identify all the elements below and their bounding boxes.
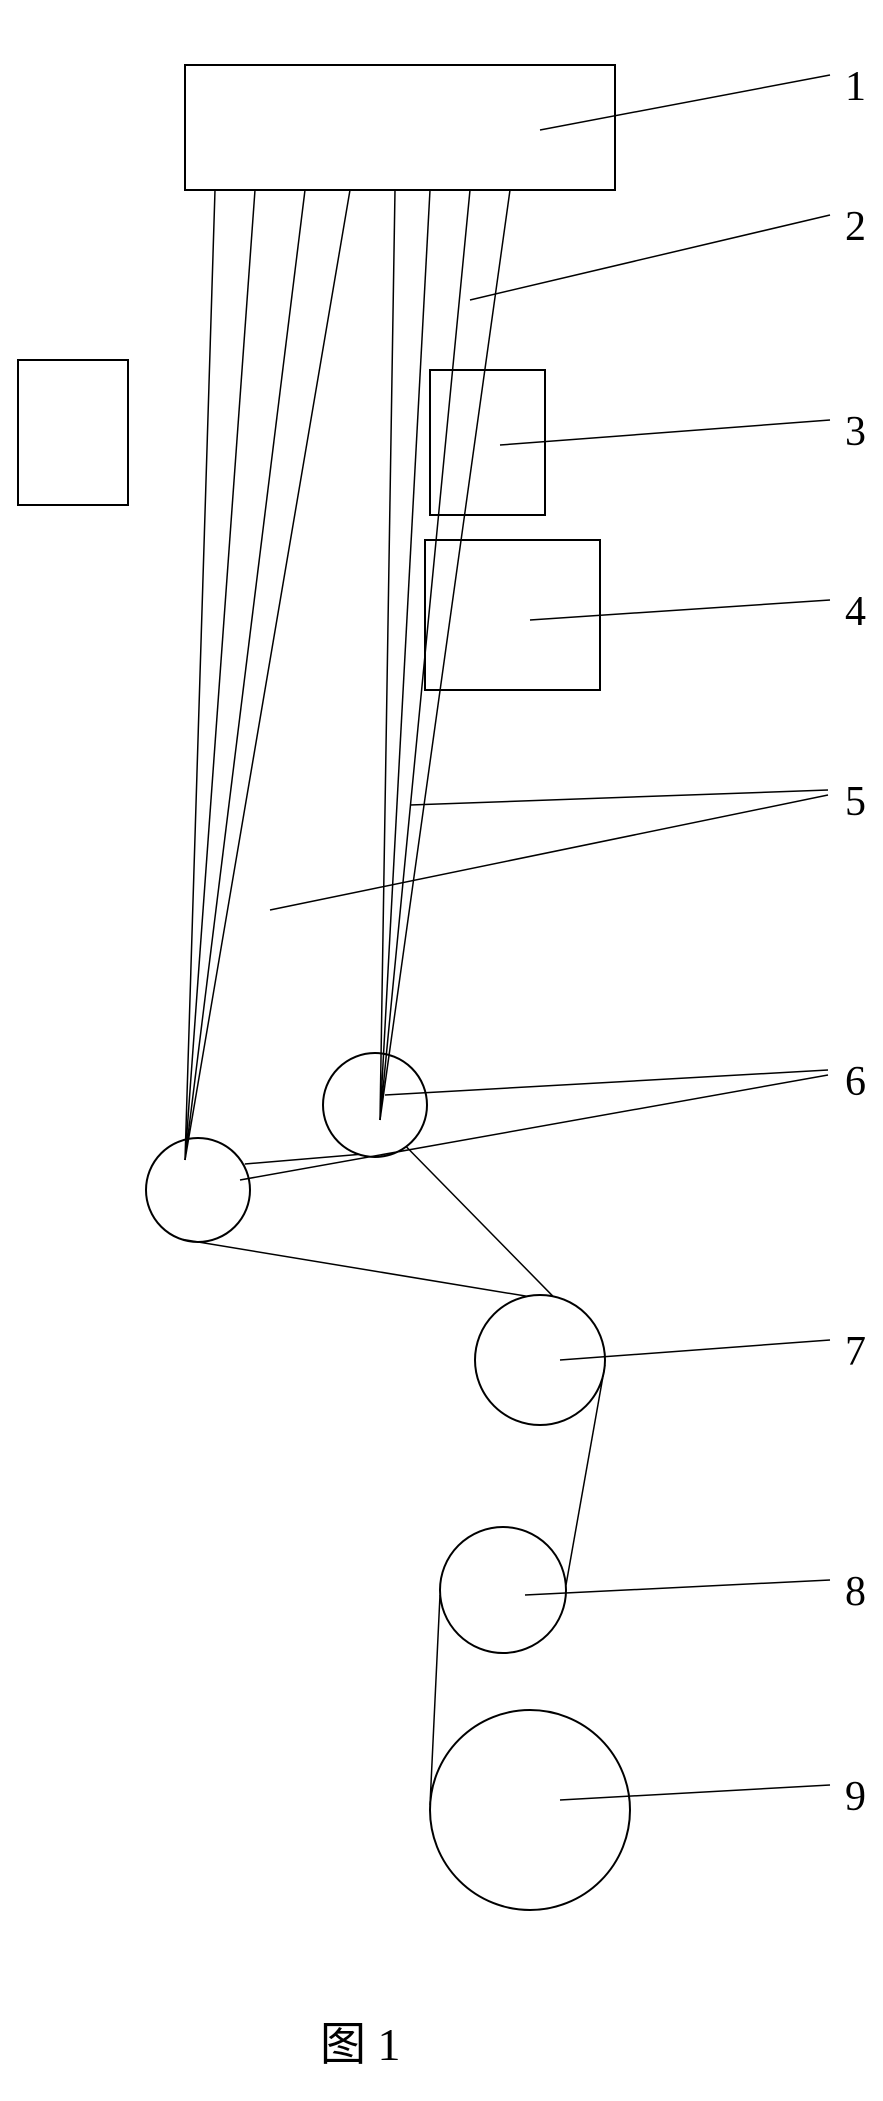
- leader-8: [525, 1580, 830, 1595]
- leader-5-0: [410, 790, 828, 805]
- label-9: 9: [845, 1774, 866, 1820]
- figure-caption: 图 1: [320, 2019, 401, 2070]
- label-5: 5: [845, 779, 866, 825]
- web-seg-8-9: [430, 1595, 440, 1805]
- leader-3: [500, 420, 830, 445]
- leader-1: [540, 75, 830, 130]
- roller-r9: [430, 1710, 630, 1910]
- web-seg-6b-7: [182, 1239, 527, 1296]
- web-seg-6b-6a: [245, 1154, 360, 1164]
- label-7: 7: [845, 1329, 866, 1375]
- leader-4: [530, 600, 830, 620]
- label-2: 2: [845, 204, 866, 250]
- leader-2: [470, 215, 830, 300]
- leader-5-1: [270, 795, 828, 910]
- rect-left: [18, 360, 128, 505]
- leader-9: [560, 1785, 830, 1800]
- leader-6-0: [385, 1070, 828, 1095]
- web-seg-7-8: [566, 1365, 605, 1585]
- leader-7: [560, 1340, 830, 1360]
- web-seg-6a-7: [406, 1147, 553, 1297]
- label-4: 4: [845, 589, 866, 635]
- roller-r6a: [323, 1053, 427, 1157]
- diagram-canvas: 1 2 3 4 5 6 7 8 9 图 1: [0, 0, 883, 2101]
- label-6: 6: [845, 1059, 866, 1105]
- roller-r7: [475, 1295, 605, 1425]
- thread-right-strand-3: [380, 190, 510, 1120]
- label-1: 1: [845, 64, 866, 110]
- label-3: 3: [845, 409, 866, 455]
- label-8: 8: [845, 1569, 866, 1615]
- roller-r6b: [146, 1138, 250, 1242]
- roller-r8: [440, 1527, 566, 1653]
